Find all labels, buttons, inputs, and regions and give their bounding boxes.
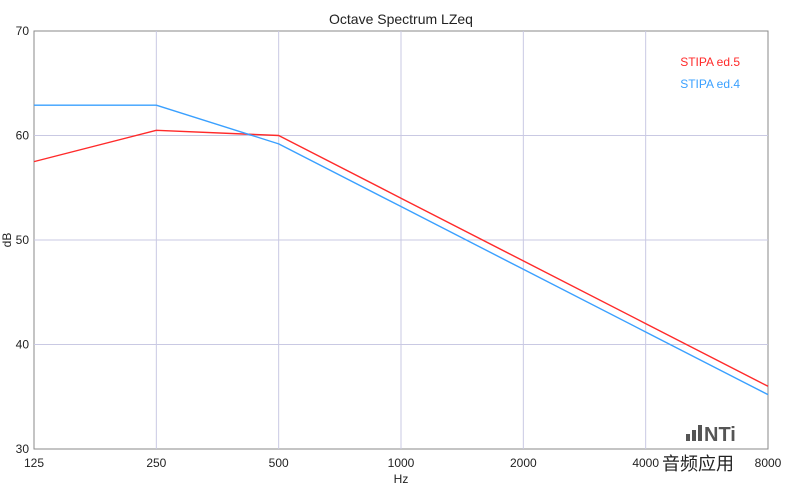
bar-signal-icon bbox=[686, 425, 702, 441]
x-tick-label: 8000 bbox=[755, 456, 782, 470]
x-axis-label: Hz bbox=[394, 472, 409, 486]
x-tick-label: 250 bbox=[146, 456, 166, 470]
y-tick-label: 40 bbox=[16, 338, 30, 352]
legend: STIPA ed.5 STIPA ed.4 bbox=[680, 55, 740, 91]
chart-title: Octave Spectrum LZeq bbox=[329, 11, 473, 27]
tick-labels: 125 250 500 1000 2000 4000 8000 30 40 50 60 70 bbox=[16, 24, 782, 470]
x-tick-label: 500 bbox=[269, 456, 289, 470]
x-tick-label: 2000 bbox=[510, 456, 537, 470]
y-tick-label: 60 bbox=[16, 129, 30, 143]
y-tick-label: 30 bbox=[16, 442, 30, 456]
x-tick-label: 1000 bbox=[388, 456, 415, 470]
y-tick-label: 70 bbox=[16, 24, 30, 38]
legend-entry-stipa-ed5: STIPA ed.5 bbox=[680, 55, 740, 69]
y-tick-label: 50 bbox=[16, 233, 30, 247]
series-line-0 bbox=[33, 129, 769, 387]
grid-lines bbox=[34, 31, 768, 449]
series-lines bbox=[33, 104, 769, 396]
series-line-1 bbox=[34, 104, 769, 396]
y-axis-label: dB bbox=[0, 233, 14, 248]
nti-logo: NTi bbox=[686, 424, 736, 446]
watermark-text: 音频应用 bbox=[662, 454, 734, 474]
legend-entry-stipa-ed4: STIPA ed.4 bbox=[680, 77, 740, 91]
x-tick-label: 125 bbox=[24, 456, 44, 470]
x-tick-label: 4000 bbox=[632, 456, 659, 470]
logo-text: NTi bbox=[704, 424, 736, 446]
